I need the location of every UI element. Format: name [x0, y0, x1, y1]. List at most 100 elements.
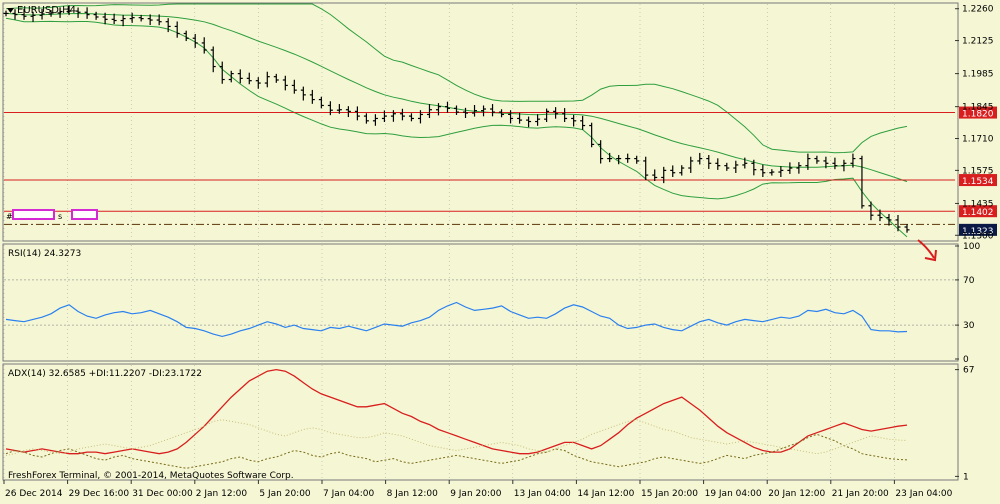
- price-bar[interactable]: [435, 103, 441, 116]
- price-bar[interactable]: [228, 70, 234, 83]
- price-bar[interactable]: [66, 5, 72, 16]
- price-bar[interactable]: [859, 155, 865, 209]
- price-bar[interactable]: [535, 114, 541, 126]
- price-bar[interactable]: [372, 114, 378, 126]
- price-bar[interactable]: [417, 110, 423, 124]
- price-bar[interactable]: [526, 116, 532, 128]
- price-bar[interactable]: [57, 7, 63, 18]
- price-bar[interactable]: [84, 7, 90, 19]
- price-bar[interactable]: [697, 152, 703, 165]
- price-bar[interactable]: [688, 156, 694, 173]
- price-bar[interactable]: [877, 209, 883, 222]
- price-bar[interactable]: [327, 101, 333, 116]
- price-bar[interactable]: [724, 162, 730, 171]
- price-bar[interactable]: [354, 106, 360, 121]
- price-bar[interactable]: [21, 8, 27, 20]
- price-bar[interactable]: [399, 108, 405, 121]
- price-bar[interactable]: [760, 164, 766, 177]
- price-bar[interactable]: [174, 21, 180, 38]
- highlighted-label-box[interactable]: [12, 209, 55, 220]
- main-price-panel[interactable]: [2, 2, 959, 242]
- price-bar[interactable]: [147, 14, 153, 26]
- price-bar[interactable]: [625, 153, 631, 163]
- price-bar[interactable]: [517, 112, 523, 124]
- price-bar[interactable]: [841, 159, 847, 172]
- price-bar[interactable]: [408, 113, 414, 122]
- price-tag[interactable]: [959, 106, 997, 119]
- price-bar[interactable]: [499, 109, 505, 118]
- price-bar[interactable]: [138, 14, 144, 22]
- price-bar[interactable]: [598, 140, 604, 164]
- price-bar[interactable]: [796, 162, 802, 174]
- price-bar[interactable]: [273, 73, 279, 83]
- price-bar[interactable]: [832, 157, 838, 170]
- price-bar[interactable]: [904, 224, 910, 233]
- price-bar[interactable]: [607, 152, 613, 163]
- price-bar[interactable]: [291, 79, 297, 94]
- price-bar[interactable]: [562, 108, 568, 122]
- price-bar[interactable]: [264, 71, 270, 88]
- price-bar[interactable]: [219, 61, 225, 84]
- price-bar[interactable]: [318, 96, 324, 109]
- price-bar[interactable]: [48, 10, 54, 17]
- price-bar[interactable]: [201, 37, 207, 54]
- price-bar[interactable]: [237, 69, 243, 84]
- price-tag[interactable]: [959, 174, 997, 187]
- price-bar[interactable]: [553, 107, 559, 119]
- price-bar[interactable]: [156, 14, 162, 26]
- price-bar[interactable]: [769, 169, 775, 176]
- price-bar[interactable]: [670, 165, 676, 177]
- price-bar[interactable]: [345, 106, 351, 118]
- price-bar[interactable]: [102, 12, 108, 25]
- price-bar[interactable]: [805, 153, 811, 170]
- price-bar[interactable]: [580, 115, 586, 130]
- price-bar[interactable]: [192, 33, 198, 48]
- price-bar[interactable]: [544, 108, 550, 122]
- price-bar[interactable]: [886, 214, 892, 226]
- price-bar[interactable]: [706, 155, 712, 169]
- price-bar[interactable]: [75, 7, 81, 18]
- price-bar[interactable]: [246, 72, 252, 85]
- price-bar[interactable]: [589, 122, 595, 148]
- price-bar[interactable]: [255, 77, 261, 89]
- price-bar[interactable]: [814, 155, 820, 164]
- price-bar[interactable]: [616, 155, 622, 165]
- price-bar[interactable]: [472, 105, 478, 117]
- price-bar[interactable]: [454, 105, 459, 115]
- price-bar[interactable]: [571, 114, 577, 127]
- price-bar[interactable]: [634, 155, 640, 164]
- price-bar[interactable]: [336, 104, 342, 114]
- price-bar[interactable]: [3, 10, 9, 17]
- price-bar[interactable]: [165, 18, 171, 33]
- price-bar[interactable]: [715, 158, 721, 170]
- price-bar[interactable]: [643, 156, 649, 181]
- price-bar[interactable]: [444, 101, 450, 113]
- price-bar[interactable]: [679, 165, 685, 176]
- price-bar[interactable]: [733, 160, 739, 173]
- price-bar[interactable]: [183, 30, 189, 42]
- price-bar[interactable]: [129, 12, 135, 23]
- price-bar[interactable]: [390, 110, 396, 122]
- price-bar[interactable]: [93, 11, 99, 20]
- price-bar[interactable]: [751, 159, 757, 176]
- price-bar[interactable]: [39, 8, 45, 20]
- price-bar[interactable]: [778, 166, 784, 177]
- rsi-panel[interactable]: [2, 243, 959, 362]
- price-bar[interactable]: [111, 13, 117, 25]
- adx-panel[interactable]: [2, 363, 959, 481]
- price-tag[interactable]: [959, 223, 997, 236]
- price-bar[interactable]: [823, 156, 829, 169]
- price-bar[interactable]: [30, 11, 36, 22]
- price-bar[interactable]: [463, 107, 469, 118]
- price-bar[interactable]: [481, 105, 487, 117]
- price-bar[interactable]: [508, 110, 514, 124]
- triangle-down-icon[interactable]: [7, 8, 14, 13]
- price-bar[interactable]: [742, 157, 748, 169]
- price-bar[interactable]: [300, 86, 306, 101]
- highlighted-label-box[interactable]: [71, 209, 98, 220]
- price-bar[interactable]: [850, 153, 856, 168]
- price-bar[interactable]: [12, 9, 18, 20]
- price-bar[interactable]: [282, 75, 288, 91]
- price-bar[interactable]: [895, 214, 901, 232]
- price-bar[interactable]: [120, 15, 126, 27]
